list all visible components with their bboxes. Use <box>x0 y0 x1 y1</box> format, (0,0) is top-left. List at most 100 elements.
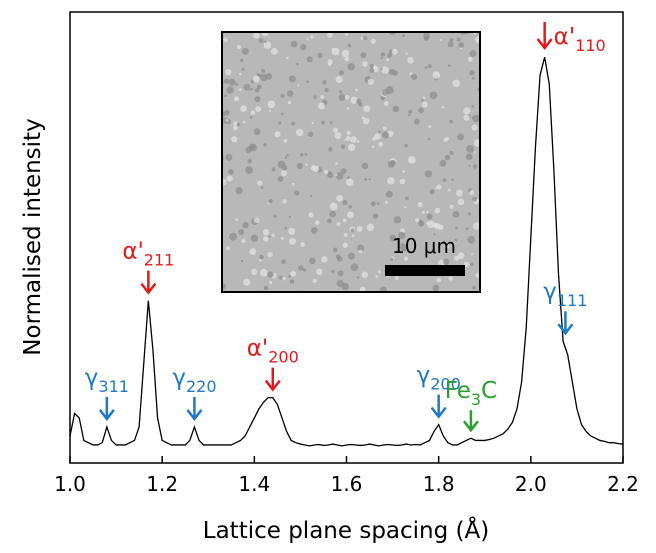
texture-dot <box>271 167 276 172</box>
x-tick-label: 2.0 <box>515 472 547 496</box>
texture-dot <box>432 71 441 79</box>
texture-dot <box>429 91 438 100</box>
x-tick-label: 1.8 <box>423 472 455 496</box>
texture-dot <box>433 233 436 236</box>
texture-dot <box>321 120 325 125</box>
texture-dot <box>249 116 253 119</box>
texture-dot <box>369 68 375 74</box>
texture-dot <box>465 227 469 230</box>
texture-dot <box>332 127 339 133</box>
texture-dot <box>361 162 369 170</box>
texture-dot <box>278 121 282 125</box>
texture-dot <box>228 78 236 86</box>
arrow-head <box>557 323 574 336</box>
texture-dot <box>341 282 350 291</box>
texture-dot <box>472 196 478 202</box>
texture-dot <box>261 32 269 37</box>
texture-dot <box>451 178 454 182</box>
texture-dot <box>449 37 454 42</box>
label-main: γ <box>543 279 557 305</box>
texture-dot <box>286 90 294 97</box>
texture-dot <box>338 94 346 101</box>
label-subscript: 311 <box>98 377 129 396</box>
texture-dot <box>307 131 314 138</box>
texture-dot <box>347 211 354 219</box>
texture-dot <box>309 257 316 265</box>
texture-dot <box>340 168 347 175</box>
texture-dot <box>378 270 382 274</box>
x-tick-label: 1.4 <box>238 472 270 496</box>
texture-dot <box>345 178 354 187</box>
arrow-head <box>140 282 157 295</box>
texture-dot <box>400 243 408 252</box>
texture-dot <box>243 278 251 286</box>
texture-dot <box>360 52 367 59</box>
texture-dot <box>404 206 407 209</box>
texture-dot <box>471 104 475 108</box>
texture-dot <box>342 200 348 206</box>
texture-dot <box>410 73 418 81</box>
texture-dot <box>226 86 234 94</box>
texture-dot <box>250 87 254 91</box>
texture-dot <box>296 128 304 137</box>
texture-dot <box>424 170 432 178</box>
texture-dot <box>470 262 474 266</box>
texture-dot <box>398 231 406 239</box>
texture-dot <box>288 227 296 235</box>
x-tick-label: 1.0 <box>54 472 86 496</box>
texture-dot <box>391 48 398 55</box>
texture-dot <box>227 168 234 175</box>
texture-dot <box>426 222 429 225</box>
texture-dot <box>306 56 313 63</box>
texture-dot <box>471 253 474 256</box>
texture-dot <box>259 259 262 262</box>
texture-dot <box>259 254 264 260</box>
peak-label: Fe3C <box>445 378 497 409</box>
texture-dot <box>472 76 475 80</box>
texture-dot <box>263 236 269 242</box>
texture-dot <box>387 52 392 58</box>
texture-dot <box>408 156 416 164</box>
texture-dot <box>429 189 435 195</box>
texture-dot <box>446 137 449 140</box>
texture-dot <box>222 178 227 186</box>
texture-dot <box>432 284 440 292</box>
label-main: α' <box>122 239 143 265</box>
texture-dot <box>263 41 272 49</box>
texture-dot <box>456 189 463 197</box>
texture-dot <box>242 120 246 124</box>
texture-dot <box>297 84 300 87</box>
texture-dot <box>324 87 329 93</box>
texture-dot <box>247 158 252 164</box>
label-main: α' <box>554 24 575 50</box>
texture-dot <box>302 268 307 272</box>
texture-dot <box>316 268 323 276</box>
label-subscript: 3 <box>471 390 481 409</box>
texture-dot <box>300 153 304 157</box>
texture-dot <box>380 67 383 71</box>
label-main: γ <box>172 365 186 391</box>
texture-dot <box>336 172 344 180</box>
texture-dot <box>327 218 332 224</box>
texture-dot <box>347 252 355 260</box>
scale-label: 10 μm <box>392 234 456 258</box>
texture-dot <box>426 220 435 229</box>
texture-dot <box>472 285 476 290</box>
texture-dot <box>457 252 465 259</box>
texture-dot <box>222 117 229 124</box>
texture-dot <box>472 114 480 123</box>
texture-dot <box>452 79 461 88</box>
texture-dot <box>238 228 245 235</box>
texture-dot <box>417 201 423 207</box>
texture-dot <box>356 140 360 143</box>
texture-dot <box>274 131 281 138</box>
texture-dot <box>383 101 389 106</box>
texture-dot <box>251 268 258 275</box>
texture-dot <box>350 136 357 143</box>
peak-annotation: γ111 <box>543 279 587 336</box>
texture-dot <box>249 143 255 149</box>
texture-dot <box>418 219 423 224</box>
texture-dot <box>240 105 247 112</box>
texture-dot <box>291 121 296 126</box>
texture-dot <box>268 109 272 113</box>
